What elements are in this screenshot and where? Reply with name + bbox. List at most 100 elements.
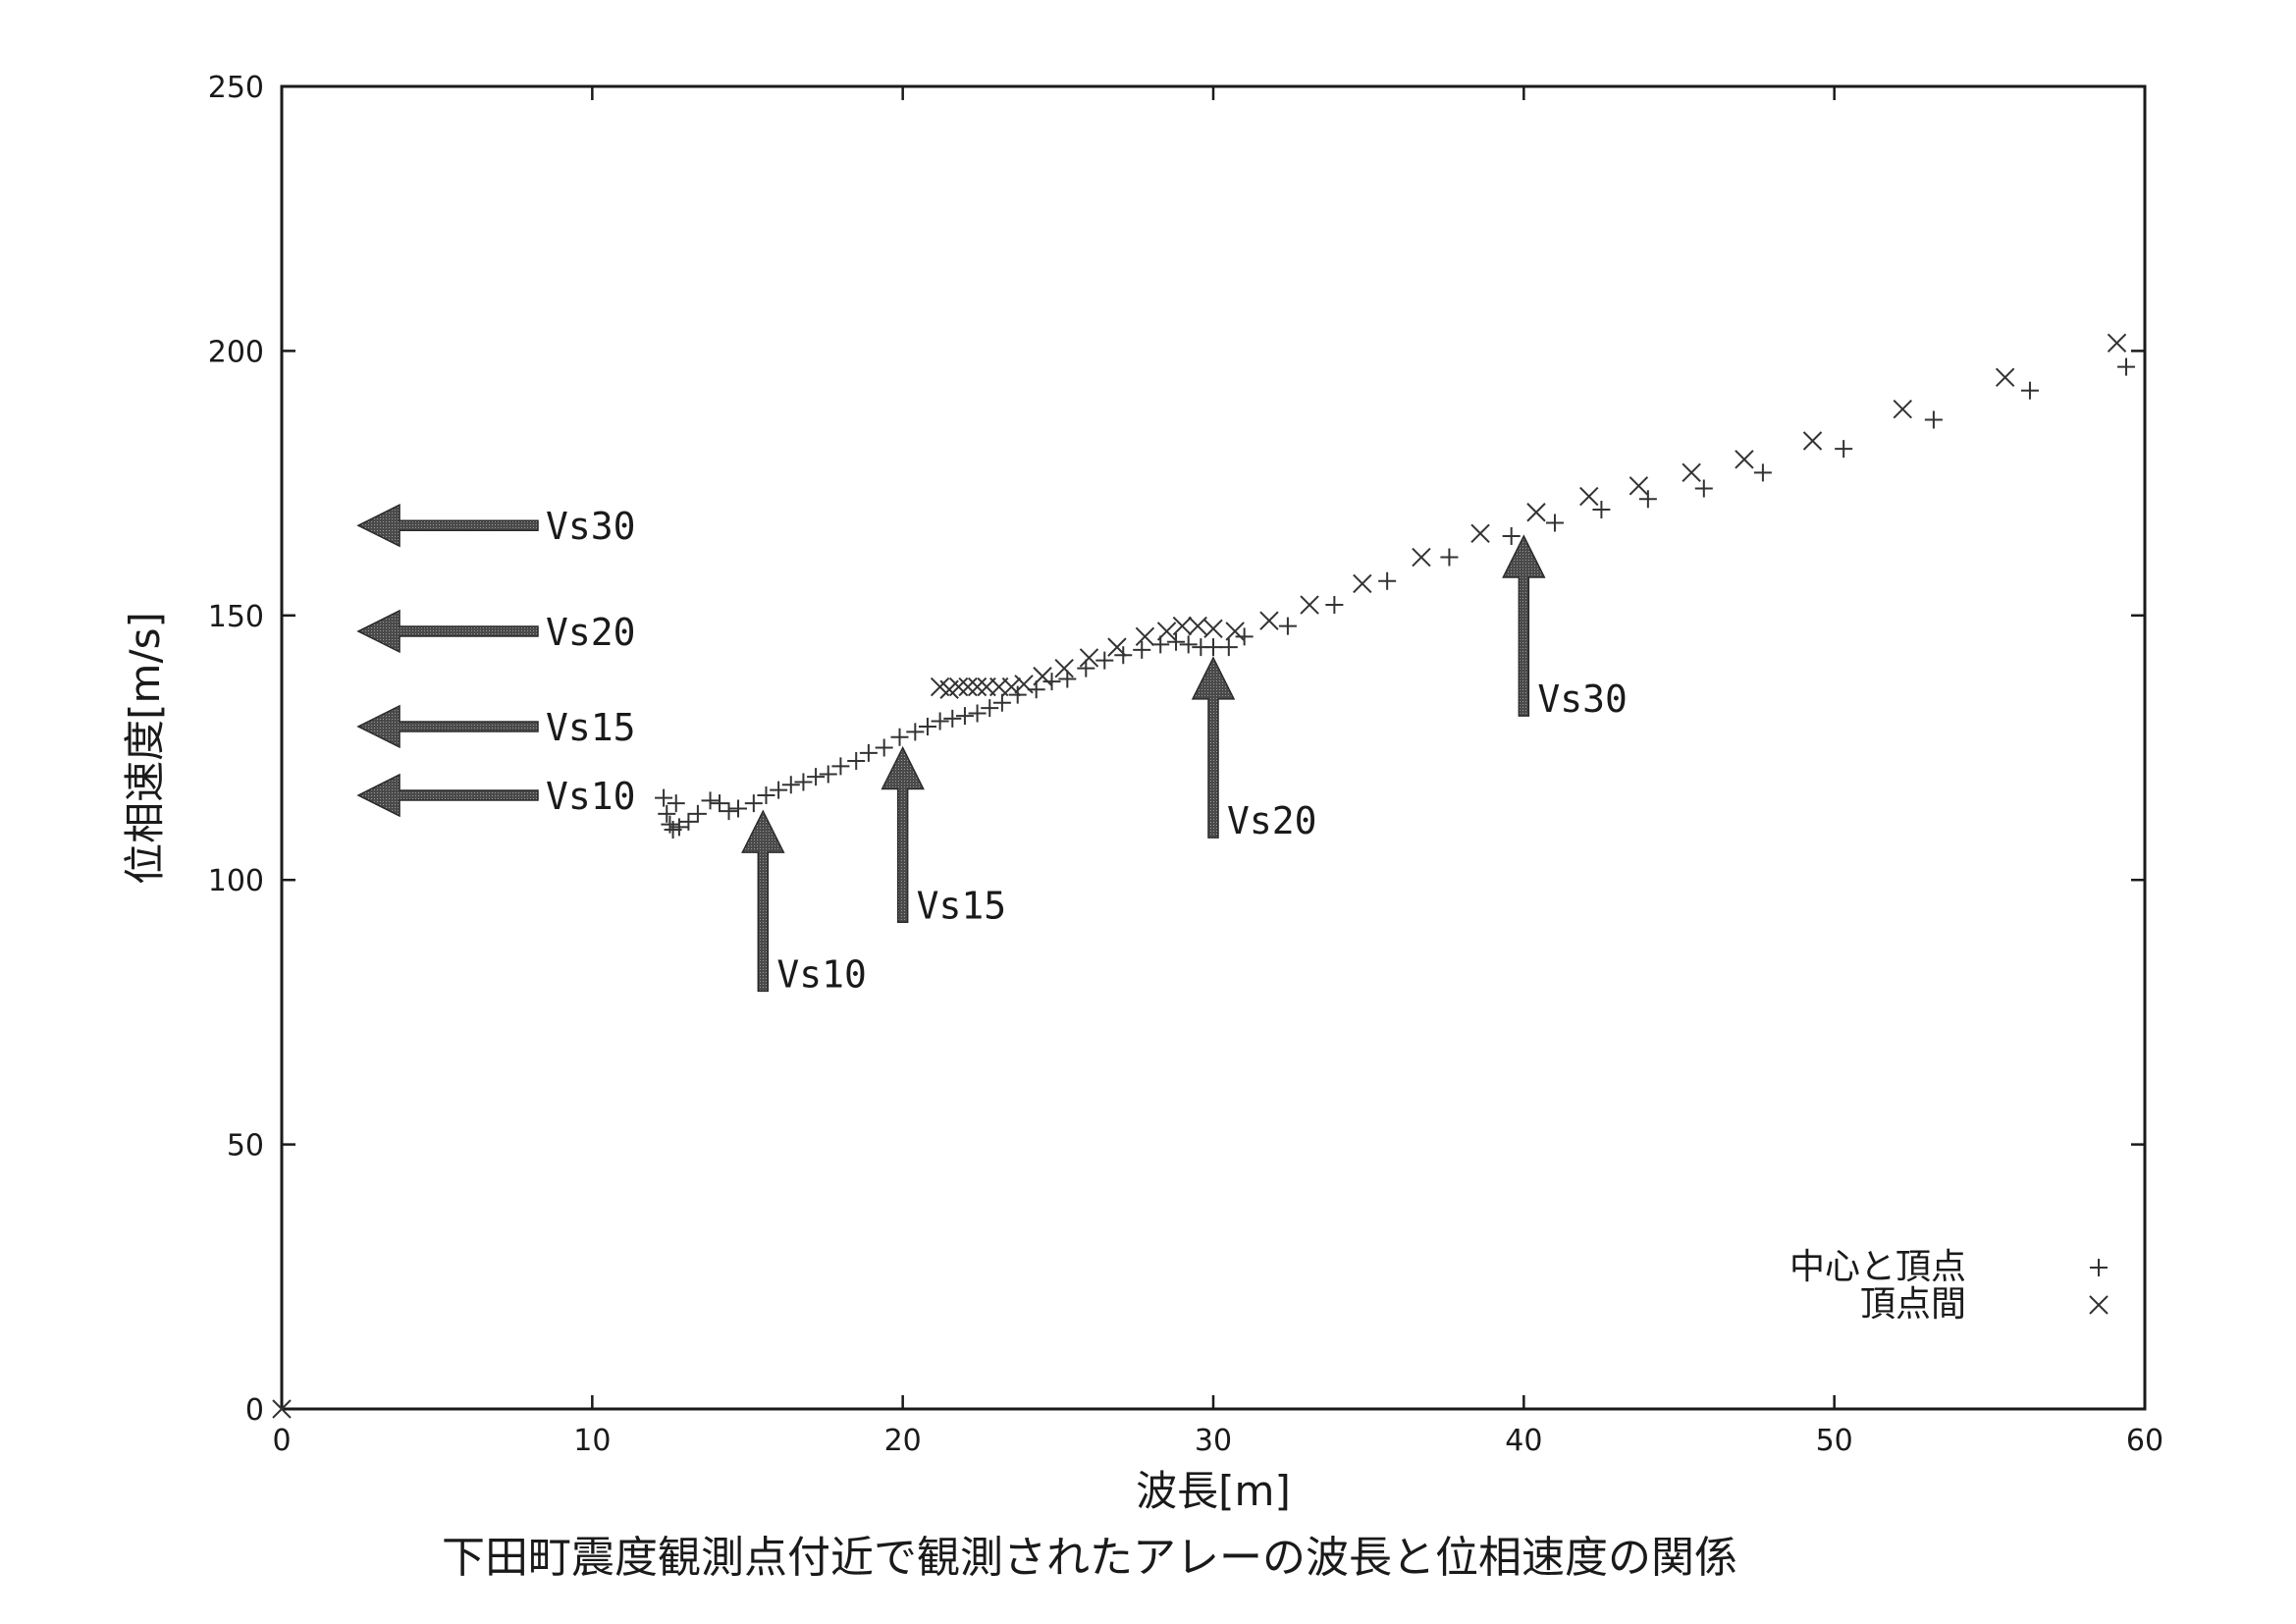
x-axis-label: 波長[m]: [1136, 1467, 1291, 1515]
data-point-between-vertices: [1054, 658, 1074, 678]
data-point-between-vertices: [1225, 622, 1245, 641]
data-point-between-vertices: [1470, 523, 1490, 543]
data-point-center-vertex: [1924, 410, 1943, 429]
data-point-center-vertex: [992, 693, 1011, 712]
data-point-center-vertex: [981, 699, 999, 718]
data-point-center-vertex: [2117, 357, 2136, 376]
figure-caption: 下田町震度観測点付近で観測されたアレーの波長と位相速度の関係: [442, 1533, 1737, 1583]
x-tick-label: 30: [1195, 1424, 1232, 1458]
data-point-between-vertices: [1579, 486, 1599, 507]
data-point-center-vertex: [744, 794, 763, 813]
horizontal-arrow: [356, 609, 539, 654]
data-point-between-vertices: [1802, 431, 1823, 451]
legend-label-center-vertex: 中心と頂点: [1789, 1247, 1966, 1287]
data-point-between-vertices: [1188, 616, 1207, 636]
horizontal-arrow: [356, 773, 539, 818]
data-point-center-vertex: [1042, 673, 1061, 691]
data-point-between-vertices: [1412, 547, 1431, 568]
y-tick-label: 50: [227, 1129, 264, 1164]
data-points: [272, 333, 2136, 1419]
x-tick-label: 40: [1505, 1424, 1542, 1458]
x-tick-label: 0: [272, 1424, 291, 1458]
x-tick-label: 60: [2126, 1424, 2163, 1458]
data-point-center-vertex: [794, 773, 813, 791]
data-point-center-vertex: [757, 785, 775, 804]
y-tick-label: 200: [208, 335, 264, 369]
vertical-arrow-label: Vs20: [1227, 799, 1317, 842]
data-point-between-vertices: [1033, 667, 1052, 686]
data-point-center-vertex: [819, 765, 837, 784]
data-point-center-vertex: [1077, 659, 1095, 677]
legend-marker-plus: [2090, 1259, 2108, 1276]
horizontal-arrow: [356, 704, 539, 749]
data-point-center-vertex: [1235, 627, 1254, 646]
data-point-center-vertex: [2020, 381, 2039, 400]
data-point-center-vertex: [807, 768, 826, 786]
data-point-center-vertex: [890, 728, 909, 746]
data-point-center-vertex: [906, 723, 925, 741]
data-point-center-vertex: [655, 788, 673, 807]
data-point-center-vertex: [711, 794, 729, 813]
data-point-between-vertices: [1995, 367, 2015, 388]
horizontal-arrow: [356, 503, 539, 548]
data-point-between-vertices: [1526, 503, 1546, 522]
y-tick-label: 100: [208, 864, 264, 898]
data-point-center-vertex: [1440, 548, 1459, 567]
data-point-center-vertex: [1753, 463, 1772, 482]
data-point-between-vertices: [2107, 333, 2127, 353]
data-point-between-vertices: [1156, 622, 1177, 641]
data-point-between-vertices: [958, 677, 978, 697]
data-point-center-vertex: [1502, 526, 1521, 545]
data-point-between-vertices: [948, 677, 969, 697]
data-point-between-vertices: [1735, 450, 1754, 469]
data-point-between-vertices: [1172, 616, 1193, 636]
data-point-center-vertex: [1638, 490, 1657, 509]
data-point-center-vertex: [679, 812, 698, 831]
data-point-center-vertex: [1204, 638, 1222, 657]
data-point-center-vertex: [1325, 596, 1344, 615]
vertical-arrow-label: Vs15: [917, 884, 1007, 927]
x-tick-label: 20: [884, 1424, 922, 1458]
data-point-between-vertices: [272, 1399, 292, 1419]
data-point-center-vertex: [1219, 638, 1238, 657]
data-point-between-vertices: [1300, 595, 1319, 615]
data-point-center-vertex: [847, 751, 866, 770]
data-point-between-vertices: [1203, 619, 1223, 638]
x-tick-label: 50: [1816, 1424, 1853, 1458]
data-point-between-vertices: [1014, 675, 1034, 694]
horizontal-arrow-label: Vs20: [546, 611, 636, 654]
data-point-center-vertex: [859, 743, 878, 762]
vertical-arrow-label: Vs10: [776, 952, 867, 996]
legend-label-between-vertices: 頂点間: [1860, 1284, 1966, 1325]
data-point-center-vertex: [918, 717, 936, 735]
data-point-between-vertices: [1353, 573, 1372, 594]
data-point-between-vertices: [1135, 626, 1155, 647]
data-point-center-vertex: [781, 776, 800, 794]
data-point-center-vertex: [667, 794, 685, 813]
data-point-center-vertex: [1545, 514, 1564, 532]
vertical-arrow: [741, 809, 785, 993]
data-point-center-vertex: [968, 704, 987, 723]
data-point-center-vertex: [1592, 501, 1611, 519]
vertical-arrow: [881, 745, 925, 924]
y-axis-label: 位相速度[m/s]: [121, 612, 169, 885]
y-tick-label: 250: [208, 71, 264, 105]
y-tick-label: 0: [245, 1393, 264, 1428]
legend-marker-cross: [2089, 1295, 2109, 1315]
data-point-center-vertex: [1133, 640, 1151, 659]
data-point-between-vertices: [1682, 462, 1701, 483]
data-point-center-vertex: [1278, 617, 1297, 635]
vertical-arrow: [1502, 534, 1546, 717]
data-point-center-vertex: [1058, 670, 1077, 688]
data-point-between-vertices: [1107, 637, 1127, 657]
data-point-between-vertices: [967, 677, 988, 697]
data-point-center-vertex: [770, 781, 788, 799]
data-point-between-vertices: [1079, 648, 1099, 668]
data-point-center-vertex: [1114, 646, 1133, 665]
vertical-arrow-label: Vs30: [1537, 677, 1628, 721]
data-point-center-vertex: [1835, 440, 1853, 459]
data-point-center-vertex: [831, 757, 850, 776]
data-point-center-vertex: [688, 804, 707, 823]
x-tick-label: 10: [573, 1424, 611, 1458]
